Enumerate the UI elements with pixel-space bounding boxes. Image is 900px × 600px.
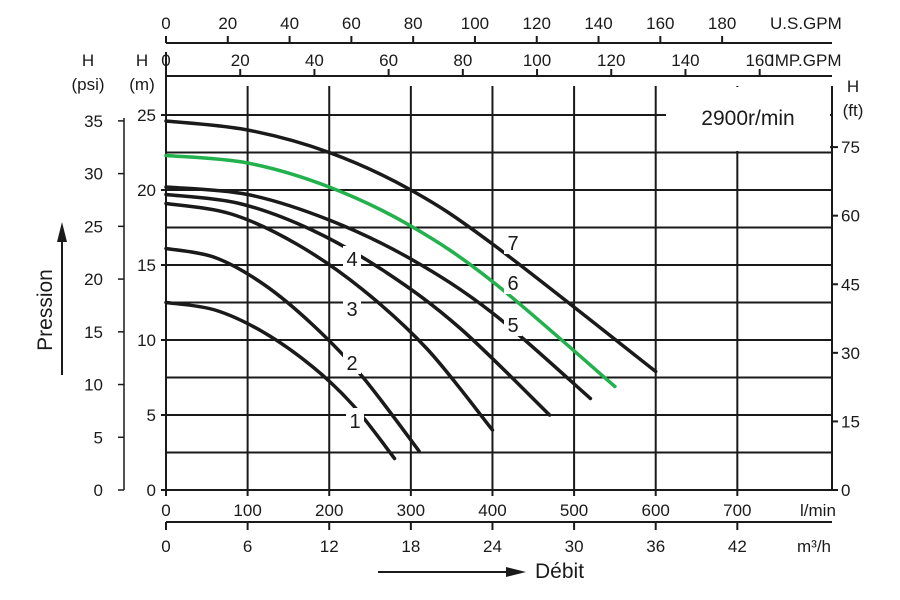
curve-4: [164, 192, 552, 417]
impgpm-tick-label: 60: [379, 51, 398, 70]
psi-tick-label: 20: [84, 270, 103, 289]
psi-tick-label: 15: [84, 323, 103, 342]
psi-tick-label: 30: [84, 165, 103, 184]
usgpm-tick-label: 40: [280, 14, 299, 33]
curve-1: [164, 300, 397, 461]
curve-3: [164, 201, 495, 432]
lmin-unit-label: l/min: [800, 501, 836, 520]
m3h-tick-label: 36: [646, 537, 665, 556]
m3h-tick-label: 12: [320, 537, 339, 556]
performance-curves: [164, 119, 658, 461]
speed-box: [666, 87, 830, 151]
x-axis-label: Débit: [535, 560, 584, 583]
impgpm-unit-label: IMP.GPM: [770, 51, 841, 70]
lmin-tick-label: 0: [161, 501, 170, 520]
curve-label-bg: [343, 296, 361, 320]
curve-6: [164, 153, 617, 389]
usgpm-tick-label: 20: [218, 14, 237, 33]
usgpm-tick-label: 80: [404, 14, 423, 33]
lmin-tick-label: 600: [642, 501, 670, 520]
curve-label-5: 5: [507, 315, 518, 337]
curve-label-bg: [504, 230, 522, 254]
impgpm-tick-label: 160: [745, 51, 773, 70]
usgpm-tick-label: 100: [461, 14, 489, 33]
curve-label-bg: [343, 350, 361, 374]
m-tick-label: 5: [147, 406, 156, 425]
axis-lines: [118, 36, 838, 530]
impgpm-tick-label: 140: [671, 51, 699, 70]
m3h-tick-label: 24: [483, 537, 502, 556]
psi-tick-label: 10: [84, 376, 103, 395]
curve-label-bg: [504, 270, 522, 294]
m-axis-header: H: [136, 51, 148, 70]
curve-label-3: 3: [346, 299, 357, 321]
psi-tick-label: 25: [84, 217, 103, 236]
curve-5: [164, 185, 593, 401]
psi-tick-label: 0: [94, 481, 103, 500]
m-tick-label: 25: [137, 106, 156, 125]
ft-tick-label: 45: [841, 275, 860, 294]
curve-label-1: 1: [349, 411, 360, 433]
debit-axis-title: Débit: [378, 560, 584, 583]
curve-label-bg: [343, 246, 361, 270]
m-tick-label: 15: [137, 256, 156, 275]
ft-axis-header-unit: (ft): [843, 101, 864, 120]
usgpm-tick-label: 60: [342, 14, 361, 33]
m3h-tick-label: 30: [565, 537, 584, 556]
lmin-tick-label: 700: [723, 501, 751, 520]
ft-tick-label: 30: [841, 344, 860, 363]
m3h-tick-label: 18: [401, 537, 420, 556]
impgpm-tick-label: 0: [161, 51, 170, 70]
impgpm-tick-label: 120: [597, 51, 625, 70]
impgpm-tick-label: 80: [453, 51, 472, 70]
m-tick-label: 10: [137, 331, 156, 350]
usgpm-unit-label: U.S.GPM: [770, 14, 842, 33]
usgpm-tick-label: 180: [708, 14, 736, 33]
pression-axis-title: Pression: [34, 222, 67, 375]
impgpm-tick-label: 20: [231, 51, 250, 70]
m-tick-label: 0: [147, 481, 156, 500]
ft-tick-label: 15: [841, 412, 860, 431]
curve-label-6: 6: [507, 273, 518, 295]
ft-axis-header: H: [847, 77, 859, 96]
m-tick-label: 20: [137, 181, 156, 200]
psi-tick-label: 5: [94, 428, 103, 447]
curve-7: [164, 119, 658, 374]
m3h-tick-label: 6: [243, 537, 252, 556]
lmin-tick-label: 100: [233, 501, 261, 520]
lmin-tick-label: 500: [560, 501, 588, 520]
usgpm-tick-label: 0: [161, 14, 170, 33]
psi-axis-header: H: [82, 51, 94, 70]
impgpm-tick-label: 100: [523, 51, 551, 70]
curve-label-7: 7: [507, 233, 518, 255]
ft-tick-label: 75: [841, 138, 860, 157]
usgpm-tick-label: 160: [646, 14, 674, 33]
curve-label-bg: [346, 408, 364, 432]
psi-axis-header-unit: (psi): [71, 75, 104, 94]
m3h-unit-label: m³/h: [797, 537, 831, 556]
usgpm-tick-label: 140: [584, 14, 612, 33]
curve-2: [164, 246, 421, 453]
m3h-tick-label: 0: [161, 537, 170, 556]
curve-label-4: 4: [346, 249, 357, 271]
impgpm-tick-label: 40: [305, 51, 324, 70]
usgpm-tick-label: 120: [523, 14, 551, 33]
lmin-tick-label: 200: [315, 501, 343, 520]
m-axis-header-unit: (m): [129, 75, 154, 94]
speed-label: 2900r/min: [701, 107, 794, 130]
curve-label-2: 2: [346, 353, 357, 375]
lmin-tick-label: 400: [478, 501, 506, 520]
y-axis-label: Pression: [34, 269, 57, 351]
ft-tick-label: 60: [841, 207, 860, 226]
ft-tick-label: 0: [841, 481, 850, 500]
lmin-tick-label: 300: [397, 501, 425, 520]
psi-tick-label: 35: [84, 112, 103, 131]
curve-label-bg: [504, 312, 522, 336]
m3h-tick-label: 42: [728, 537, 747, 556]
